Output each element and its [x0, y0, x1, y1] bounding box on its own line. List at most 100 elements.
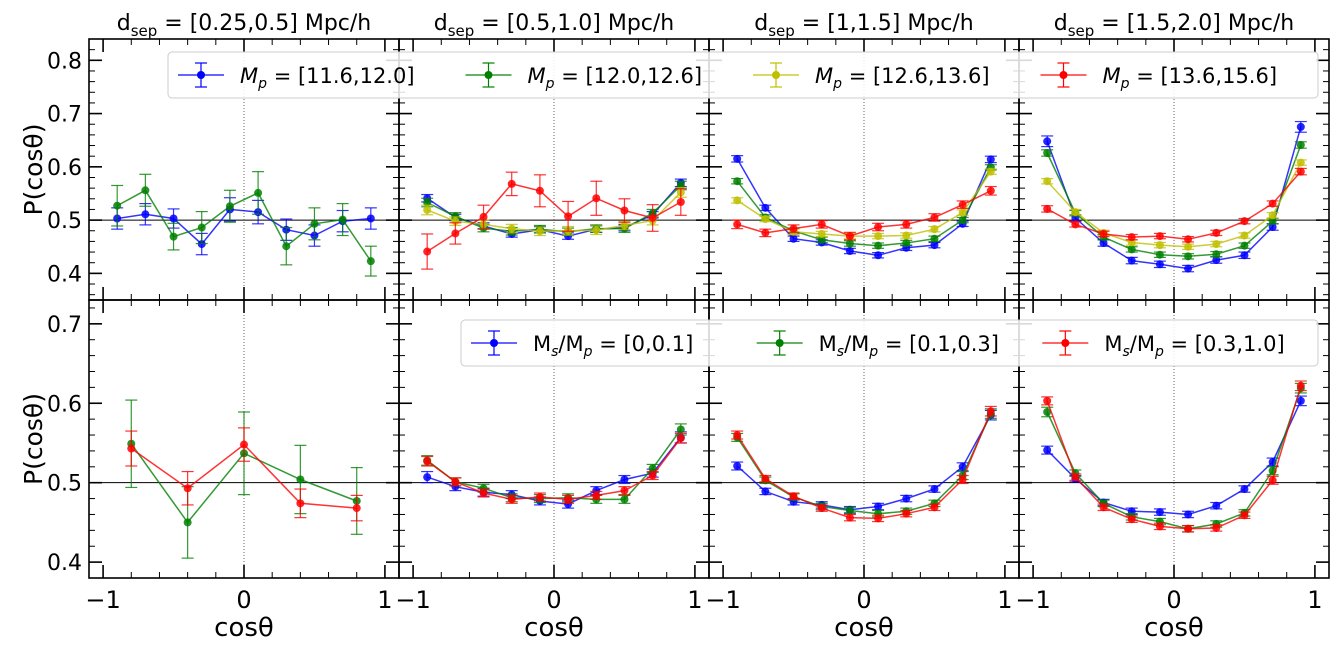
x-tick-label: −1: [85, 586, 120, 614]
data-point: [1099, 503, 1108, 512]
data-point: [620, 495, 629, 504]
column-title-2: dsep = [0.5,1.0] Mpc/h: [434, 11, 675, 40]
series-line: [1046, 171, 1302, 241]
data-point: [127, 444, 136, 453]
data-point: [817, 235, 826, 244]
bottom-panel-3: [708, 299, 1020, 579]
y-tick-label: 0.5: [47, 472, 82, 497]
legend-label-sub: p: [868, 344, 878, 360]
series-line: [736, 413, 992, 515]
data-point: [296, 499, 305, 508]
series-line: [426, 437, 682, 501]
column-title-main: d: [754, 11, 768, 36]
data-point: [986, 407, 995, 416]
data-point: [1212, 240, 1221, 249]
data-point: [1240, 511, 1249, 520]
column-title-subscript: sep: [1068, 22, 1095, 40]
series-line: [116, 189, 372, 262]
data-point: [1296, 396, 1305, 405]
data-point: [1043, 407, 1052, 416]
legend-label-main: M: [240, 64, 258, 88]
series-line: [1046, 385, 1302, 530]
data-point: [1155, 241, 1164, 250]
data-point: [789, 234, 798, 243]
data-point: [1240, 231, 1249, 240]
data-point: [141, 186, 150, 195]
data-point: [902, 231, 911, 240]
data-point: [789, 492, 798, 501]
series-line: [736, 410, 992, 520]
data-point: [169, 214, 178, 223]
legend-label-sub: s: [1122, 344, 1129, 360]
top-ylabel: P(cosθ): [19, 124, 48, 216]
column-title-rest: = [1,1.5] Mpc/h: [795, 11, 974, 36]
series-3: [421, 432, 687, 504]
series-line: [426, 191, 682, 233]
column-title-subscript: sep: [768, 22, 795, 40]
data-point: [1127, 515, 1136, 524]
data-point: [296, 475, 305, 484]
legend-label-rest: = [13.6,15.6]: [1130, 64, 1278, 88]
legend-marker: [1061, 339, 1070, 347]
series-line: [426, 436, 682, 505]
data-point: [761, 203, 770, 212]
series-line: [1046, 162, 1302, 248]
x-tick-label: 0: [236, 586, 251, 614]
legend-label-main: M: [819, 332, 837, 356]
data-point: [958, 462, 967, 471]
data-point: [733, 462, 742, 471]
data-point: [1043, 148, 1052, 157]
data-point: [1043, 177, 1052, 186]
series-line: [736, 167, 992, 247]
legend-marker: [775, 339, 784, 347]
legend-label-rest: = [0.1,0.3]: [878, 332, 999, 356]
data-point: [423, 247, 432, 256]
series-2: [125, 427, 363, 522]
data-point: [479, 489, 488, 498]
data-point: [1071, 473, 1080, 482]
data-point: [1099, 239, 1108, 248]
data-point: [986, 155, 995, 164]
data-point: [1155, 508, 1164, 517]
data-point: [648, 471, 657, 480]
series-3: [731, 405, 997, 523]
legend-label-sub: p: [1120, 76, 1130, 92]
data-point: [958, 475, 967, 484]
legend-label-sub: s: [551, 344, 558, 360]
data-point: [930, 234, 939, 243]
data-point: [733, 431, 742, 440]
data-point: [1212, 250, 1221, 259]
legend-label: Mp = [12.6,13.6]: [815, 64, 990, 92]
data-point: [761, 487, 770, 496]
legend-label: Mp = [11.6,12.0]: [240, 64, 415, 92]
data-point: [1212, 501, 1221, 510]
column-title-main: d: [434, 11, 448, 36]
series-line: [1046, 400, 1302, 516]
data-point: [1268, 199, 1277, 208]
data-point: [958, 208, 967, 217]
legend-box: [460, 319, 1319, 367]
data-point: [648, 213, 657, 222]
data-point: [1240, 241, 1249, 250]
legend-label-mid: /M: [558, 332, 583, 356]
data-point: [183, 518, 192, 527]
x-tick-label: 1: [687, 586, 702, 614]
data-point: [761, 215, 770, 224]
data-point: [1296, 167, 1305, 176]
series-line: [736, 190, 992, 237]
column-title-main: d: [1054, 11, 1068, 36]
data-point: [676, 434, 685, 443]
x-tick-label: −1: [705, 586, 740, 614]
data-point: [902, 494, 911, 503]
x-axis-label: cosθ: [214, 613, 274, 643]
data-point: [845, 506, 854, 515]
data-point: [930, 213, 939, 222]
legend-label: Ms/Mp = [0.1,0.3]: [819, 332, 999, 360]
legend-marker: [484, 71, 493, 79]
data-point: [366, 214, 375, 223]
data-point: [676, 197, 685, 206]
data-point: [648, 464, 657, 473]
data-point: [1099, 229, 1108, 238]
data-point: [1212, 256, 1221, 265]
